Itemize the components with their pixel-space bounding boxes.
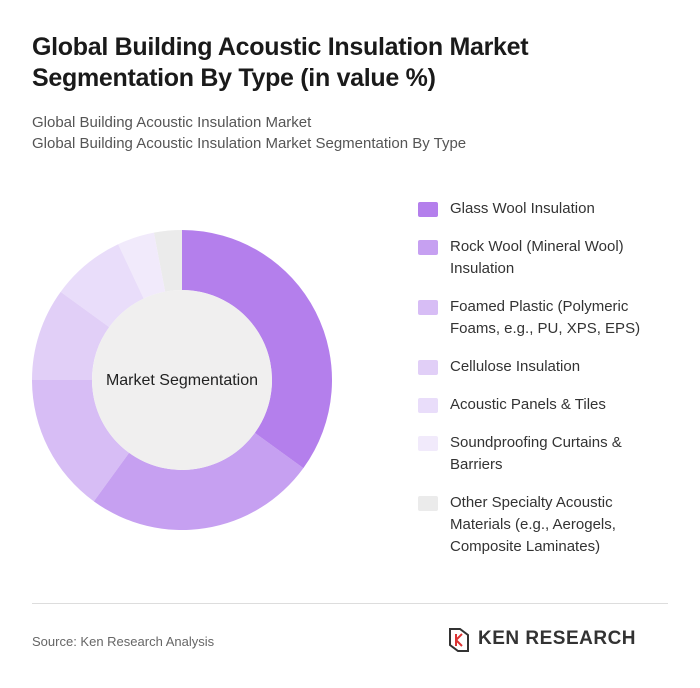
legend-item: Rock Wool (Mineral Wool) Insulation xyxy=(418,236,658,280)
legend-item: Glass Wool Insulation xyxy=(418,198,658,220)
legend-item: Other Specialty Acoustic Materials (e.g.… xyxy=(418,492,658,558)
donut-slice xyxy=(32,380,130,502)
legend-item: Acoustic Panels & Tiles xyxy=(418,394,658,416)
legend-label: Cellulose Insulation xyxy=(450,358,581,375)
legend-swatch xyxy=(418,360,438,375)
donut-slice xyxy=(118,232,166,299)
donut-slice xyxy=(60,244,144,328)
legend: Glass Wool Insulation Rock Wool (Mineral … xyxy=(418,198,658,558)
legend-label: Glass Wool Insulation xyxy=(450,200,595,217)
logo-icon xyxy=(449,628,469,652)
legend-label: Foamed Plastic (Polymeric Foams, e.g., P… xyxy=(450,298,641,337)
legend-swatch xyxy=(418,398,438,413)
legend-swatch xyxy=(418,300,438,315)
legend-label: Acoustic Panels & Tiles xyxy=(450,396,606,413)
subtitle: Global Building Acoustic Insulation Mark… xyxy=(32,135,467,152)
brand: KEN RESEARCH xyxy=(478,628,637,649)
divider xyxy=(32,603,668,604)
legend-label: Rock Wool (Mineral Wool) Insulation xyxy=(450,238,624,277)
legend-swatch xyxy=(418,202,438,217)
chart-title: Global Building Acoustic Insulation Mark… xyxy=(32,33,529,92)
source: Source: Ken Research Analysis xyxy=(32,634,215,649)
legend-item: Cellulose Insulation xyxy=(418,356,658,378)
legend-label: Soundproofing Curtains & Barriers xyxy=(450,434,622,473)
center-label: Market Segmentation xyxy=(106,372,258,389)
legend-swatch xyxy=(418,496,438,511)
legend-label: Other Specialty Acoustic Materials (e.g.… xyxy=(450,494,616,555)
donut-slice xyxy=(182,230,332,469)
donut-slice xyxy=(93,432,304,530)
legend-swatch xyxy=(418,436,438,451)
legend-item: Soundproofing Curtains & Barriers xyxy=(418,432,658,476)
donut-slice xyxy=(153,230,182,292)
legend-item: Foamed Plastic (Polymeric Foams, e.g., P… xyxy=(418,296,658,340)
donut-chart: Market Segmentation xyxy=(32,230,332,530)
donut-hole xyxy=(92,290,272,470)
subtitle: Global Building Acoustic Insulation Mark… xyxy=(32,114,312,131)
donut-slice xyxy=(32,291,110,380)
legend-swatch xyxy=(418,240,438,255)
